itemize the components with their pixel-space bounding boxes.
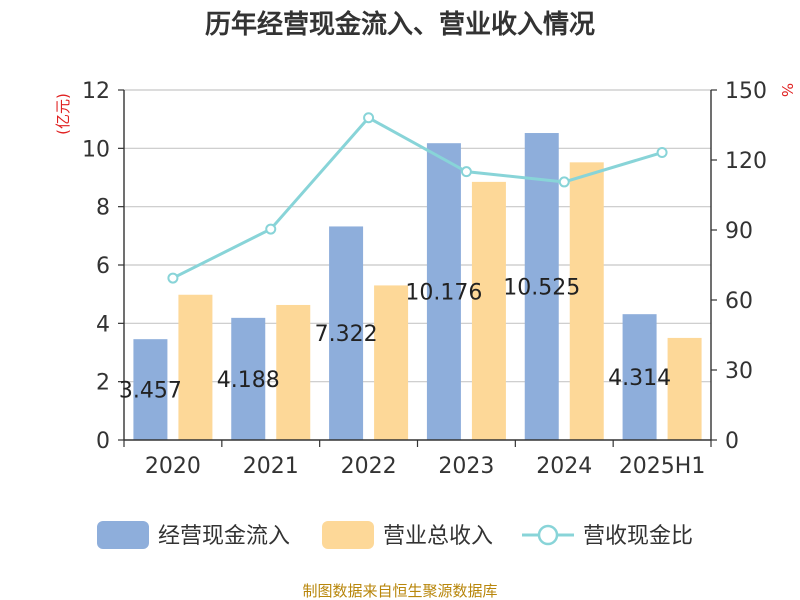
right-tick-label: 90 [725, 219, 753, 244]
legend-label-cash-inflow: 经营现金流入 [158, 524, 290, 549]
cash-inflow-data-label: 3.457 [119, 379, 182, 404]
bar-cash-inflow[interactable] [524, 133, 559, 441]
x-category-label: 2022 [341, 454, 397, 479]
bar-cash-inflow[interactable] [231, 317, 266, 440]
cash-inflow-data-label: 4.188 [217, 368, 280, 393]
ratio-point[interactable] [363, 112, 375, 124]
bar-total-revenue[interactable] [374, 285, 409, 440]
legend-swatch-total-revenue [322, 521, 374, 549]
ratio-line-path [172, 115, 663, 280]
legend-label-total-revenue: 营业总收入 [383, 524, 493, 549]
cash-inflow-data-label: 10.525 [503, 276, 580, 301]
chart-title: 历年经营现金流入、营业收入情况 [205, 9, 595, 40]
legend-swatch-cash-inflow [97, 521, 149, 549]
legend-item-total-revenue[interactable]: 营业总收入 [322, 521, 493, 549]
data-labels: 3.457 4.188 7.322 10.176 10.525 4.314 [119, 276, 671, 404]
right-tick-label: 120 [725, 149, 767, 174]
left-tick-label: 8 [96, 196, 110, 221]
ratio-point[interactable] [265, 223, 277, 235]
bar-cash-inflow[interactable] [622, 314, 657, 440]
legend-swatch-ratio-marker [537, 524, 559, 546]
x-category-label: 2025H1 [619, 454, 706, 479]
cash-inflow-data-label: 7.322 [315, 322, 378, 347]
bar-total-revenue[interactable] [569, 162, 604, 441]
left-axis-label: (亿元) [54, 93, 72, 135]
legend-item-cash-inflow[interactable]: 经营现金流入 [97, 521, 290, 549]
legend-item-ratio[interactable]: 营收现金比 [522, 524, 693, 549]
ratio-point[interactable] [167, 272, 179, 284]
bar-total-revenue[interactable] [471, 181, 506, 440]
cash-inflow-data-label: 4.314 [608, 366, 671, 391]
right-axis-label: % [778, 83, 796, 97]
bar-total-revenue[interactable] [276, 304, 311, 440]
left-tick-label: 6 [96, 254, 110, 279]
bars [133, 133, 702, 441]
left-tick-label: 0 [96, 429, 110, 454]
ratio-line [167, 112, 668, 284]
right-tick-label: 60 [725, 289, 753, 314]
bar-total-revenue[interactable] [178, 294, 213, 440]
grid [124, 89, 711, 383]
legend-label-ratio: 营收现金比 [583, 524, 693, 549]
right-tick-label: 0 [725, 429, 739, 454]
x-category-label: 2023 [438, 454, 494, 479]
x-category-label: 2021 [243, 454, 299, 479]
cash-inflow-data-label: 10.176 [405, 281, 482, 306]
bar-total-revenue[interactable] [667, 337, 702, 440]
x-category-label: 2020 [145, 454, 201, 479]
ratio-point[interactable] [460, 166, 472, 178]
left-tick-label: 12 [82, 79, 110, 104]
x-category-label: 2024 [536, 454, 592, 479]
bar-cash-inflow[interactable] [426, 143, 461, 440]
left-tick-label: 4 [96, 312, 110, 337]
source-note: 制图数据来自恒生聚源数据库 [302, 582, 497, 600]
right-tick-label: 30 [725, 359, 753, 384]
legend[interactable]: 经营现金流入 营业总收入 营收现金比 [97, 521, 693, 549]
ratio-point[interactable] [558, 176, 570, 188]
ratio-point[interactable] [656, 147, 668, 159]
bar-cash-inflow[interactable] [133, 339, 168, 440]
bar-cash-inflow[interactable] [329, 226, 364, 440]
left-tick-label: 10 [82, 137, 110, 162]
left-tick-label: 2 [96, 371, 110, 396]
right-tick-label: 150 [725, 79, 767, 104]
